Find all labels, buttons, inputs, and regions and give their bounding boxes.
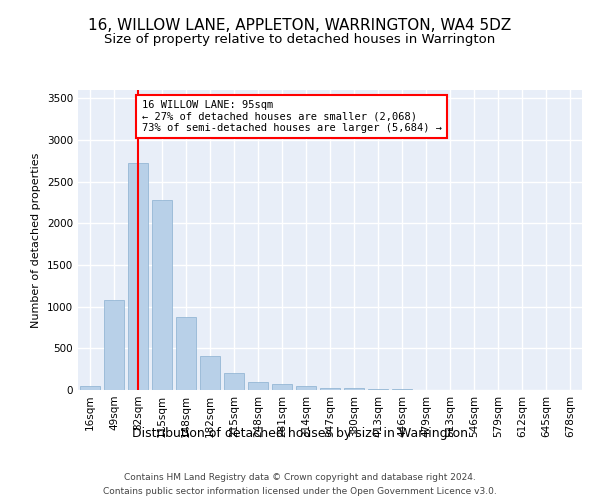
Text: 16 WILLOW LANE: 95sqm
← 27% of detached houses are smaller (2,068)
73% of semi-d: 16 WILLOW LANE: 95sqm ← 27% of detached …: [142, 100, 442, 133]
Text: 16, WILLOW LANE, APPLETON, WARRINGTON, WA4 5DZ: 16, WILLOW LANE, APPLETON, WARRINGTON, W…: [88, 18, 512, 32]
Bar: [224, 374, 244, 390]
Bar: [80, 386, 100, 390]
Text: Distribution of detached houses by size in Warrington: Distribution of detached houses by size …: [132, 428, 468, 440]
Text: Size of property relative to detached houses in Warrington: Size of property relative to detached ho…: [104, 32, 496, 46]
Bar: [128, 162, 148, 390]
Text: Contains public sector information licensed under the Open Government Licence v3: Contains public sector information licen…: [103, 488, 497, 496]
Y-axis label: Number of detached properties: Number of detached properties: [31, 152, 41, 328]
Text: Contains HM Land Registry data © Crown copyright and database right 2024.: Contains HM Land Registry data © Crown c…: [124, 472, 476, 482]
Bar: [176, 316, 196, 390]
Bar: [392, 389, 412, 390]
Bar: [320, 388, 340, 390]
Bar: [368, 389, 388, 390]
Bar: [248, 382, 268, 390]
Bar: [200, 356, 220, 390]
Bar: [344, 388, 364, 390]
Bar: [152, 200, 172, 390]
Bar: [104, 300, 124, 390]
Bar: [296, 386, 316, 390]
Bar: [272, 384, 292, 390]
